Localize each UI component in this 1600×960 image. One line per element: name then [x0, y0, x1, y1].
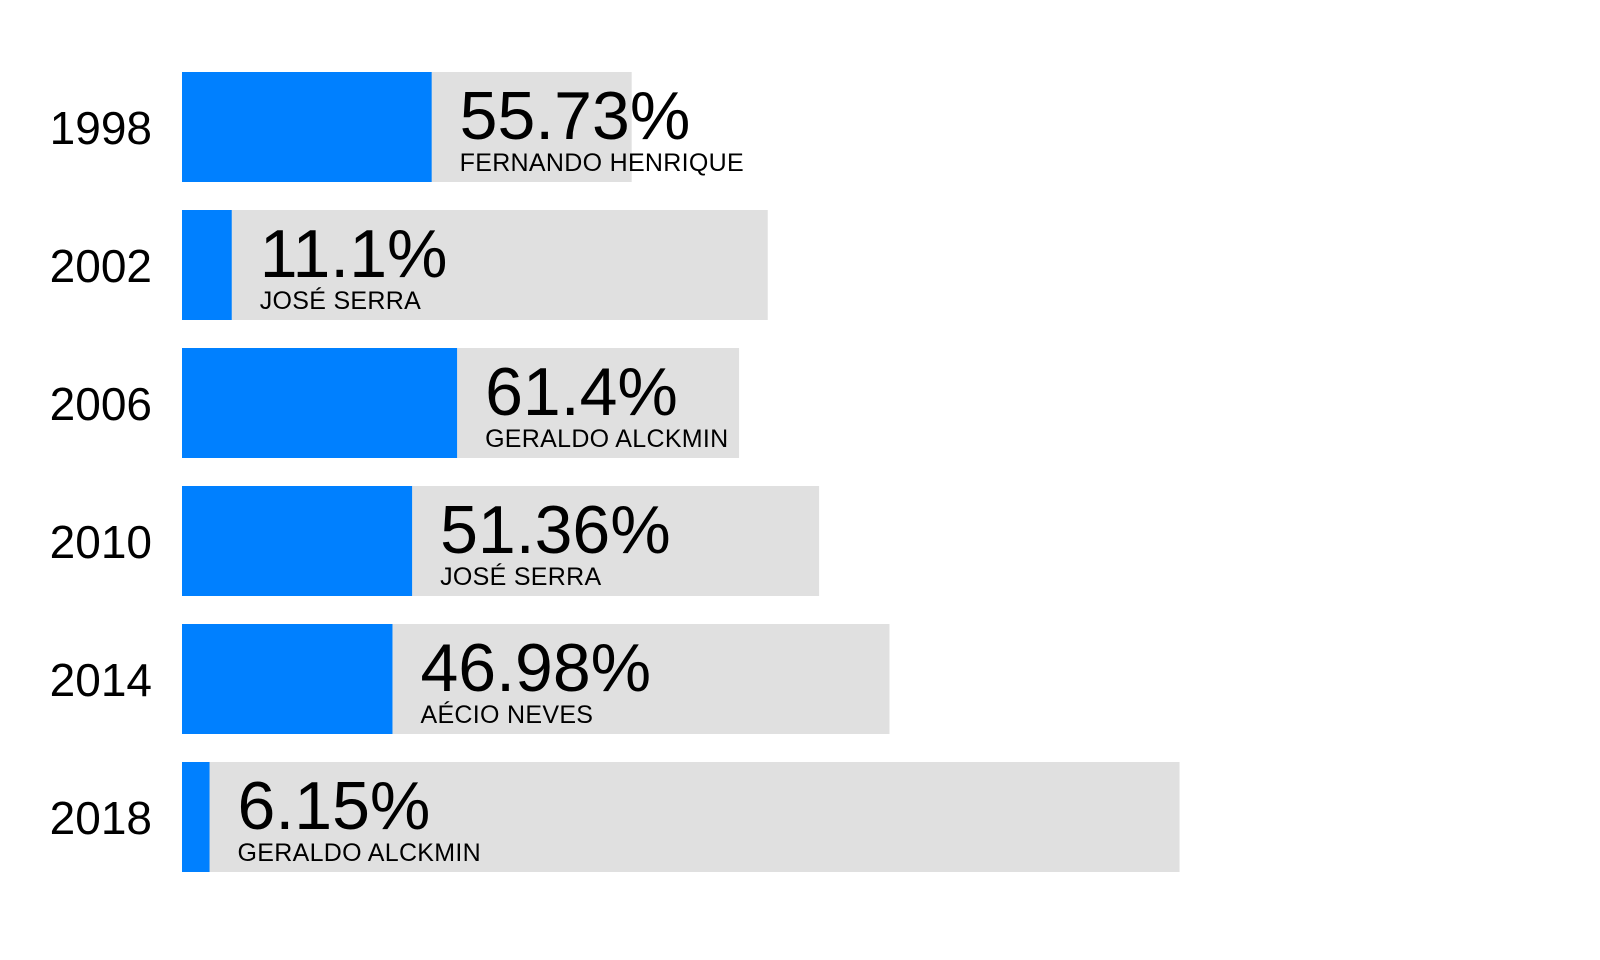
candidate-name-label: FERNANDO HENRIQUE: [460, 149, 744, 177]
bar: [182, 348, 458, 458]
candidate-name-label: JOSÉ SERRA: [440, 562, 601, 591]
category-label: 1998: [50, 102, 152, 154]
value-label: 6.15%: [238, 768, 431, 844]
bar-row: 1998 55.73%FERNANDO HENRIQUE: [50, 72, 744, 182]
bar-row: 2010 51.36%JOSÉ SERRA: [50, 486, 820, 596]
bar-track: [182, 762, 1180, 872]
candidate-name-label: JOSÉ SERRA: [260, 286, 421, 315]
category-label: 2002: [50, 240, 152, 292]
category-label: 2018: [50, 792, 152, 844]
value-label: 55.73%: [460, 78, 691, 154]
category-label: 2014: [50, 654, 152, 706]
bar: [182, 486, 413, 596]
bar-row: 2014 46.98%AÉCIO NEVES: [50, 624, 890, 734]
bar-row: 2006 61.4%GERALDO ALCKMIN: [50, 348, 740, 458]
bar-row: 2018 6.15%GERALDO ALCKMIN: [50, 762, 1180, 872]
candidate-name-label: GERALDO ALCKMIN: [485, 425, 728, 453]
candidate-name-label: AÉCIO NEVES: [420, 700, 593, 729]
bar-track: [182, 210, 768, 320]
category-label: 2006: [50, 378, 152, 430]
bar: [182, 624, 393, 734]
bar-row: 2002 11.1%JOSÉ SERRA: [50, 210, 768, 320]
bar: [182, 72, 432, 182]
bar: [182, 762, 210, 872]
value-label: 51.36%: [440, 492, 671, 568]
value-label: 11.1%: [260, 216, 448, 292]
value-label: 61.4%: [485, 354, 678, 430]
value-label: 46.98%: [420, 630, 651, 706]
category-label: 2010: [50, 516, 152, 568]
candidate-name-label: GERALDO ALCKMIN: [238, 839, 481, 867]
bar: [182, 210, 232, 320]
